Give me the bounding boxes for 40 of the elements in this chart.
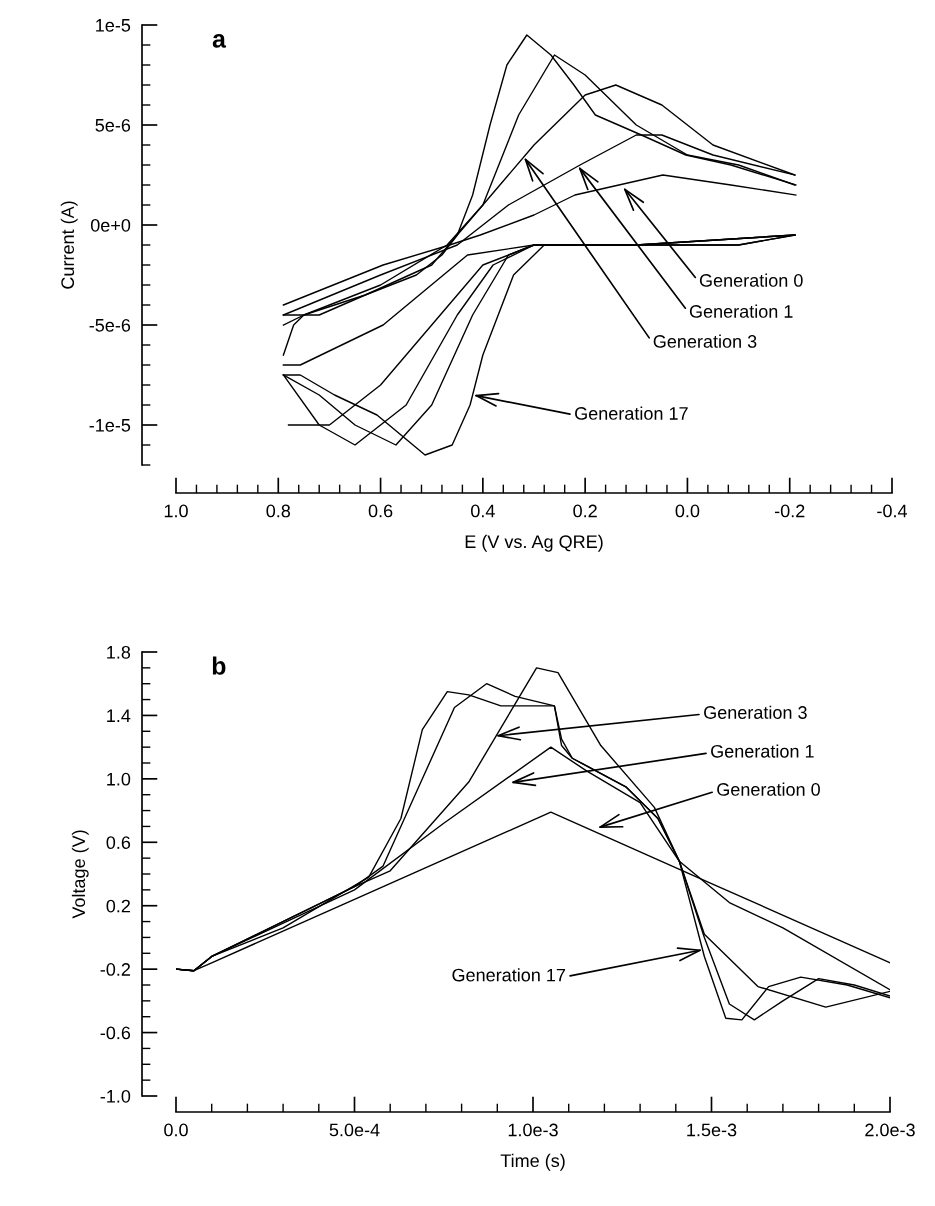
x-tick-label: -0.4 <box>877 504 908 518</box>
x-tick-label: 1.0 <box>164 504 188 518</box>
annotation: Generation 3 <box>704 705 807 719</box>
y-tick-label: -1e-5 <box>89 419 131 432</box>
y-tick-label: 0e+0 <box>90 218 131 232</box>
y-tick-label: 1.4 <box>107 709 131 722</box>
y-tick-label: 1.8 <box>107 645 131 659</box>
y-axis-title: Voltage (V) <box>71 830 89 919</box>
x-axis-title: Time (s) <box>500 1153 565 1171</box>
y-tick-label: -0.2 <box>100 963 130 976</box>
x-tick-label: 0.4 <box>471 504 495 518</box>
chart-title: b <box>212 656 226 675</box>
y-tick-label: 1e-5 <box>96 19 131 32</box>
x-tick-label: 0.0 <box>675 504 700 518</box>
x-tick-label: 0.2 <box>573 504 597 518</box>
y-tick-label: 1.0 <box>107 772 131 786</box>
annotation: Generation 0 <box>717 782 820 796</box>
annotation: Generation 17 <box>575 406 688 420</box>
x-tick-label: 5.0e-4 <box>329 1123 380 1137</box>
x-tick-label: 0.8 <box>266 504 291 518</box>
y-tick-label: -0.6 <box>100 1026 131 1040</box>
x-tick-label: 0.6 <box>368 504 393 518</box>
annotation: Generation 1 <box>689 304 793 318</box>
y-tick-label: 0.2 <box>106 899 130 913</box>
x-axis-title: E (V vs. Ag QRE) <box>465 534 603 552</box>
x-tick-label: 1.5e-3 <box>687 1123 737 1137</box>
annotation: Generation 1 <box>711 744 814 758</box>
y-tick-label: 0.6 <box>106 836 131 850</box>
y-tick-label: -5e-6 <box>89 318 131 332</box>
y-axis-title: Current (A) <box>60 201 78 289</box>
annotation: Generation 17 <box>452 968 566 982</box>
chart-title: a <box>212 34 227 48</box>
annotation: Generation 0 <box>699 273 803 287</box>
annotation: Generation 3 <box>653 334 757 348</box>
x-tick-label: 0.0 <box>164 1123 188 1137</box>
y-tick-label: -1.0 <box>100 1089 131 1103</box>
x-tick-label: -0.2 <box>774 504 805 518</box>
y-tick-label: 5e-6 <box>95 118 131 132</box>
x-tick-label: 2.0e-3 <box>865 1123 915 1137</box>
x-tick-label: 1.0e-3 <box>508 1123 558 1137</box>
